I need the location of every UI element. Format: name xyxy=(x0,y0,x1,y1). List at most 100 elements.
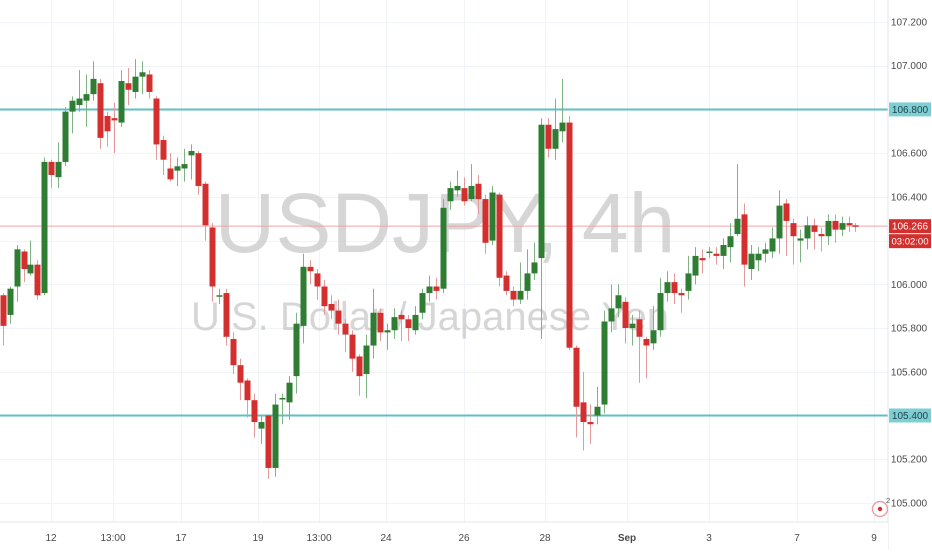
time-tick-label: 9 xyxy=(871,533,877,544)
price-tick-label: 105.000 xyxy=(891,498,928,509)
candle xyxy=(566,115,573,350)
candle xyxy=(636,310,643,383)
candle xyxy=(741,203,748,287)
candle xyxy=(531,242,538,280)
candle xyxy=(0,293,7,346)
candle xyxy=(538,118,545,339)
candle xyxy=(90,61,97,101)
candle xyxy=(335,299,342,335)
candle xyxy=(118,70,125,127)
candle xyxy=(195,150,202,195)
candle xyxy=(447,181,454,210)
candle xyxy=(139,61,146,95)
candle xyxy=(601,310,608,414)
price-tick-label: 107.000 xyxy=(891,61,928,72)
candle xyxy=(454,170,461,197)
candle xyxy=(209,223,216,302)
candle xyxy=(475,175,482,215)
event-dot-icon xyxy=(877,506,883,512)
candle xyxy=(440,199,447,294)
candle xyxy=(349,330,356,372)
candle xyxy=(790,218,797,265)
candle xyxy=(377,308,384,342)
candle xyxy=(48,159,55,189)
candles xyxy=(0,59,859,479)
candle xyxy=(832,214,839,243)
price-tick-label: 106.000 xyxy=(891,280,928,291)
candle xyxy=(776,190,783,254)
candle xyxy=(384,323,391,350)
level-price-tag: 106.800 xyxy=(889,102,931,117)
candle xyxy=(405,314,412,342)
candle xyxy=(664,271,671,302)
candle xyxy=(671,273,678,304)
candle xyxy=(769,227,776,259)
level-price-labels: 106.800 105.400 106.266 03:02:00 xyxy=(889,102,931,423)
candle xyxy=(804,216,811,250)
candle xyxy=(279,393,286,425)
candle xyxy=(7,286,14,324)
candle xyxy=(461,177,468,206)
candle xyxy=(734,164,741,237)
candle xyxy=(265,415,272,479)
last-price-value: 106.266 xyxy=(892,222,929,233)
watermark: USDJPY, 4h U.S. Dollar / Japanese Yen xyxy=(191,176,675,339)
candle xyxy=(321,279,328,315)
candle xyxy=(678,288,685,313)
candle xyxy=(370,288,377,359)
time-tick-label: 13:00 xyxy=(100,533,125,544)
candle xyxy=(300,253,307,344)
time-tick-label: 19 xyxy=(252,533,264,544)
candle xyxy=(524,249,531,300)
candle xyxy=(580,371,587,451)
time-tick-label: 12 xyxy=(45,533,57,544)
candle xyxy=(34,260,41,300)
candle xyxy=(132,59,139,99)
candle xyxy=(657,277,664,337)
candle xyxy=(552,98,559,160)
candle xyxy=(293,312,300,394)
time-tick-label: 17 xyxy=(175,533,187,544)
candle xyxy=(587,404,594,444)
price-tick-label: 107.200 xyxy=(891,18,928,29)
candle xyxy=(55,142,62,189)
time-tick-label: 7 xyxy=(794,533,800,544)
candle xyxy=(818,227,825,252)
time-tick-label: 3 xyxy=(706,533,712,544)
candle xyxy=(643,336,650,379)
candle xyxy=(27,240,34,276)
candle xyxy=(685,255,692,300)
candle xyxy=(433,277,440,300)
svg-text:105.400: 105.400 xyxy=(892,411,929,422)
candle xyxy=(510,286,517,307)
candle xyxy=(104,111,111,147)
candle xyxy=(314,269,321,300)
candle xyxy=(258,415,265,444)
level-price-tag: 105.400 xyxy=(889,408,931,423)
candle xyxy=(363,334,370,398)
price-axis[interactable] xyxy=(887,0,932,550)
price-tick-label: 106.400 xyxy=(891,192,928,203)
candle xyxy=(839,216,846,237)
grid-lines xyxy=(0,0,888,522)
candle xyxy=(706,247,713,259)
price-tick-label: 105.200 xyxy=(891,455,928,466)
candle xyxy=(846,216,853,232)
events-marker[interactable]: 2 xyxy=(871,496,891,518)
candle xyxy=(727,223,734,263)
candle xyxy=(720,238,727,270)
candle xyxy=(272,393,279,477)
candle xyxy=(125,67,132,106)
time-tick-label: 28 xyxy=(539,533,551,544)
candle xyxy=(216,288,223,304)
candle xyxy=(503,271,510,296)
candle xyxy=(419,288,426,320)
price-tick-label: 105.800 xyxy=(891,324,928,335)
candle xyxy=(650,306,657,350)
time-axis[interactable] xyxy=(0,521,888,550)
candle xyxy=(230,332,237,374)
candle xyxy=(146,70,153,99)
time-axis-labels: 12 13:00 17 19 13:00 24 26 28 Sep 3 7 9 xyxy=(45,533,877,544)
